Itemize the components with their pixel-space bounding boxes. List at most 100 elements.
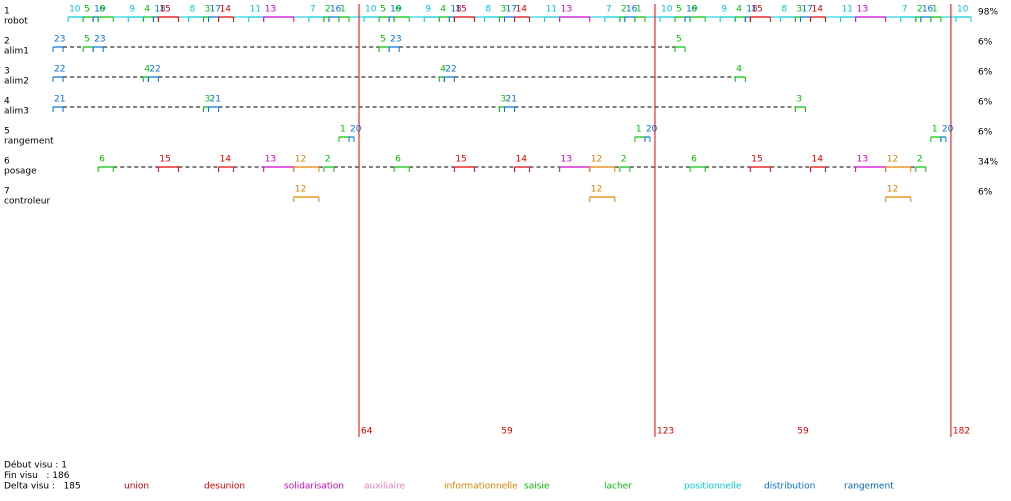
segment-label: 5 [380, 35, 386, 45]
segment-label: 3 [796, 5, 802, 15]
segment-label: 12 [295, 185, 306, 195]
segment-label: 8 [781, 5, 787, 15]
row-id: 2 [4, 37, 10, 47]
segment-label: 19 [390, 5, 402, 15]
segment-label: 3 [205, 5, 211, 15]
segment-label: 14 [516, 5, 528, 15]
segment-label: 5 [676, 5, 682, 15]
segment-label: 1 [932, 5, 938, 15]
segment-label: 21 [54, 95, 65, 105]
segment-label: 7 [606, 5, 612, 15]
segment-label: 18 [746, 5, 758, 15]
interval-label: 59 [501, 427, 513, 437]
segment-label: 13 [857, 5, 868, 15]
segment-label: 4 [440, 65, 446, 75]
segment-label: 2 [917, 155, 923, 165]
row-name: posage [4, 167, 37, 177]
footer-text: Début visu : 1 [4, 460, 67, 471]
segment-label: 17 [505, 5, 516, 15]
legend-item: rangement [844, 482, 894, 492]
segment-label: 10 [69, 5, 81, 15]
row-percent: 6% [978, 98, 993, 108]
segment-label: 1 [932, 125, 938, 135]
segment-label: 9 [721, 5, 727, 15]
segment-label: 7 [310, 5, 316, 15]
segment-label: 5 [84, 5, 90, 15]
row-name: alim1 [4, 47, 29, 57]
segment-label: 3 [500, 95, 506, 105]
segment-label: 4 [144, 5, 150, 15]
segment-label: 17 [210, 5, 221, 15]
segment-label: 6 [99, 155, 105, 165]
segment-label: 4 [736, 65, 742, 75]
segment-label: 22 [149, 65, 160, 75]
segment-label: 15 [455, 5, 466, 15]
interval-label: 59 [797, 427, 809, 437]
segment-label: 17 [801, 5, 812, 15]
segment-label: 23 [94, 35, 105, 45]
segment-label: 12 [591, 185, 602, 195]
legend-item: desunion [204, 482, 245, 492]
row-name: robot [4, 17, 28, 27]
segment-label: 14 [220, 5, 232, 15]
legend-item: auxiliaire [364, 482, 406, 492]
segment-label: 13 [265, 5, 276, 15]
segment-label: 15 [751, 5, 762, 15]
segment-label: 14 [811, 155, 823, 165]
segment-label: 13 [265, 155, 276, 165]
row-id: 4 [4, 97, 10, 107]
row-percent: 34% [978, 158, 998, 168]
row-id: 6 [4, 157, 10, 167]
segment-label: 23 [390, 35, 401, 45]
marker-label: 64 [361, 427, 373, 437]
segment-label: 6 [395, 155, 401, 165]
segment-label: 6 [691, 5, 697, 15]
footer-text: Fin visu : 186 [4, 471, 70, 481]
row-percent: 6% [978, 68, 993, 78]
segment-label: 20 [646, 125, 658, 135]
segment-label: 16 [330, 5, 342, 15]
segment-label: 10 [661, 5, 673, 15]
segment-label: 3 [500, 5, 506, 15]
segment-label: 11 [546, 5, 557, 15]
segment-label: 4 [144, 65, 150, 75]
segment-label: 2 [621, 155, 627, 165]
segment-label: 8 [485, 5, 491, 15]
legend-item: lacher [604, 482, 632, 492]
segment-label: 12 [887, 185, 898, 195]
legend-item: informationnelle [444, 482, 518, 492]
segment-label: 11 [842, 5, 853, 15]
segment-label: 2 [325, 155, 331, 165]
segment-label: 16 [626, 5, 638, 15]
segment-label: 12 [295, 155, 306, 165]
segment-label: 2 [621, 5, 627, 15]
segment-label: 22 [445, 65, 456, 75]
segment-label: 20 [942, 125, 954, 135]
row-percent: 6% [978, 188, 993, 198]
row-percent: 6% [978, 38, 993, 48]
footer-text: Delta visu : 185 [4, 482, 81, 492]
legend-item: positionnelle [684, 482, 742, 492]
row-id: 7 [4, 187, 10, 197]
segment-label: 3 [796, 95, 802, 105]
segment-label: 13 [561, 5, 572, 15]
segment-label: 13 [857, 155, 868, 165]
segment-label: 21 [505, 95, 516, 105]
row-name: controleur [4, 197, 50, 207]
segment-label: 7 [902, 5, 908, 15]
segment-label: 19 [686, 5, 698, 15]
row-id: 1 [4, 7, 10, 17]
segment-label: 15 [751, 155, 762, 165]
segment-label: 8 [189, 5, 195, 15]
segment-label: 5 [380, 5, 386, 15]
segment-label: 13 [561, 155, 572, 165]
segment-label: 9 [425, 5, 431, 15]
marker-label: 182 [953, 427, 970, 437]
segment-label: 1 [636, 125, 642, 135]
legend-item: saisie [524, 482, 550, 492]
segment-label: 15 [159, 155, 170, 165]
row-name: alim2 [4, 77, 29, 87]
segment-label: 10 [957, 5, 969, 15]
segment-label: 15 [159, 5, 170, 15]
segment-label: 21 [210, 95, 221, 105]
